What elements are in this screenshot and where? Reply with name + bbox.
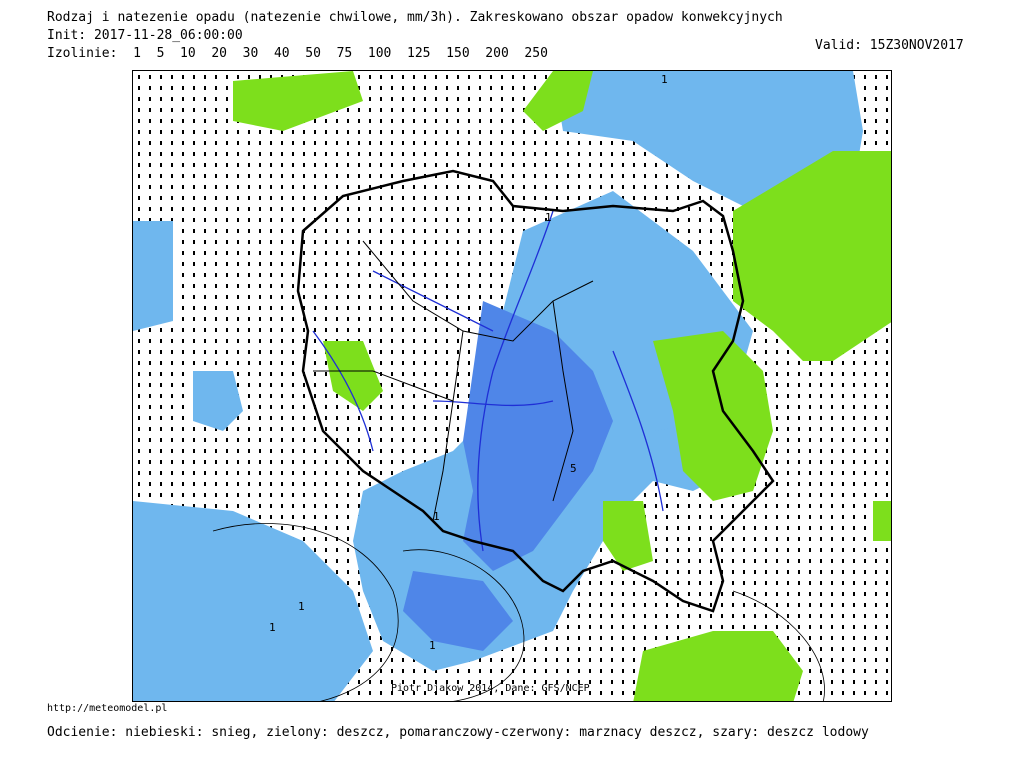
contour-label: 1	[433, 510, 440, 523]
map-title: Rodzaj i natezenie opadu (natezenie chwi…	[47, 10, 783, 25]
country-border	[296, 169, 775, 613]
map-canvas: 1 1 1 1 1 1 5	[133, 71, 891, 701]
color-legend: Odcienie: niebieski: snieg, zielony: des…	[47, 725, 869, 740]
isolines	[212, 523, 825, 701]
rivers	[312, 210, 664, 552]
init-time: Init: 2017-11-28_06:00:00	[47, 28, 243, 43]
contour-label: 1	[298, 600, 305, 613]
contour-label: 1	[661, 73, 668, 86]
contour-labels: 1 1 1 1 1 1 5	[269, 73, 668, 652]
isolines-list: Izolinie: 1 5 10 20 30 40 50 75 100 125 …	[47, 46, 548, 61]
precipitation-map: 1 1 1 1 1 1 5 Piotr Djakow 2014, Dane: G…	[132, 70, 892, 702]
valid-time: Valid: 15Z30NOV2017	[815, 38, 964, 53]
province-borders	[313, 240, 594, 522]
source-url[interactable]: http://meteomodel.pl	[47, 703, 168, 714]
contour-label: 1	[545, 211, 552, 224]
heavy-snow-area	[403, 301, 613, 651]
contour-label: 5	[570, 462, 577, 475]
contour-label: 1	[429, 639, 436, 652]
map-credit: Piotr Djakow 2014, Dane: GFS/NCEP	[391, 683, 590, 694]
contour-label: 1	[269, 621, 276, 634]
rain-areas	[233, 71, 891, 701]
